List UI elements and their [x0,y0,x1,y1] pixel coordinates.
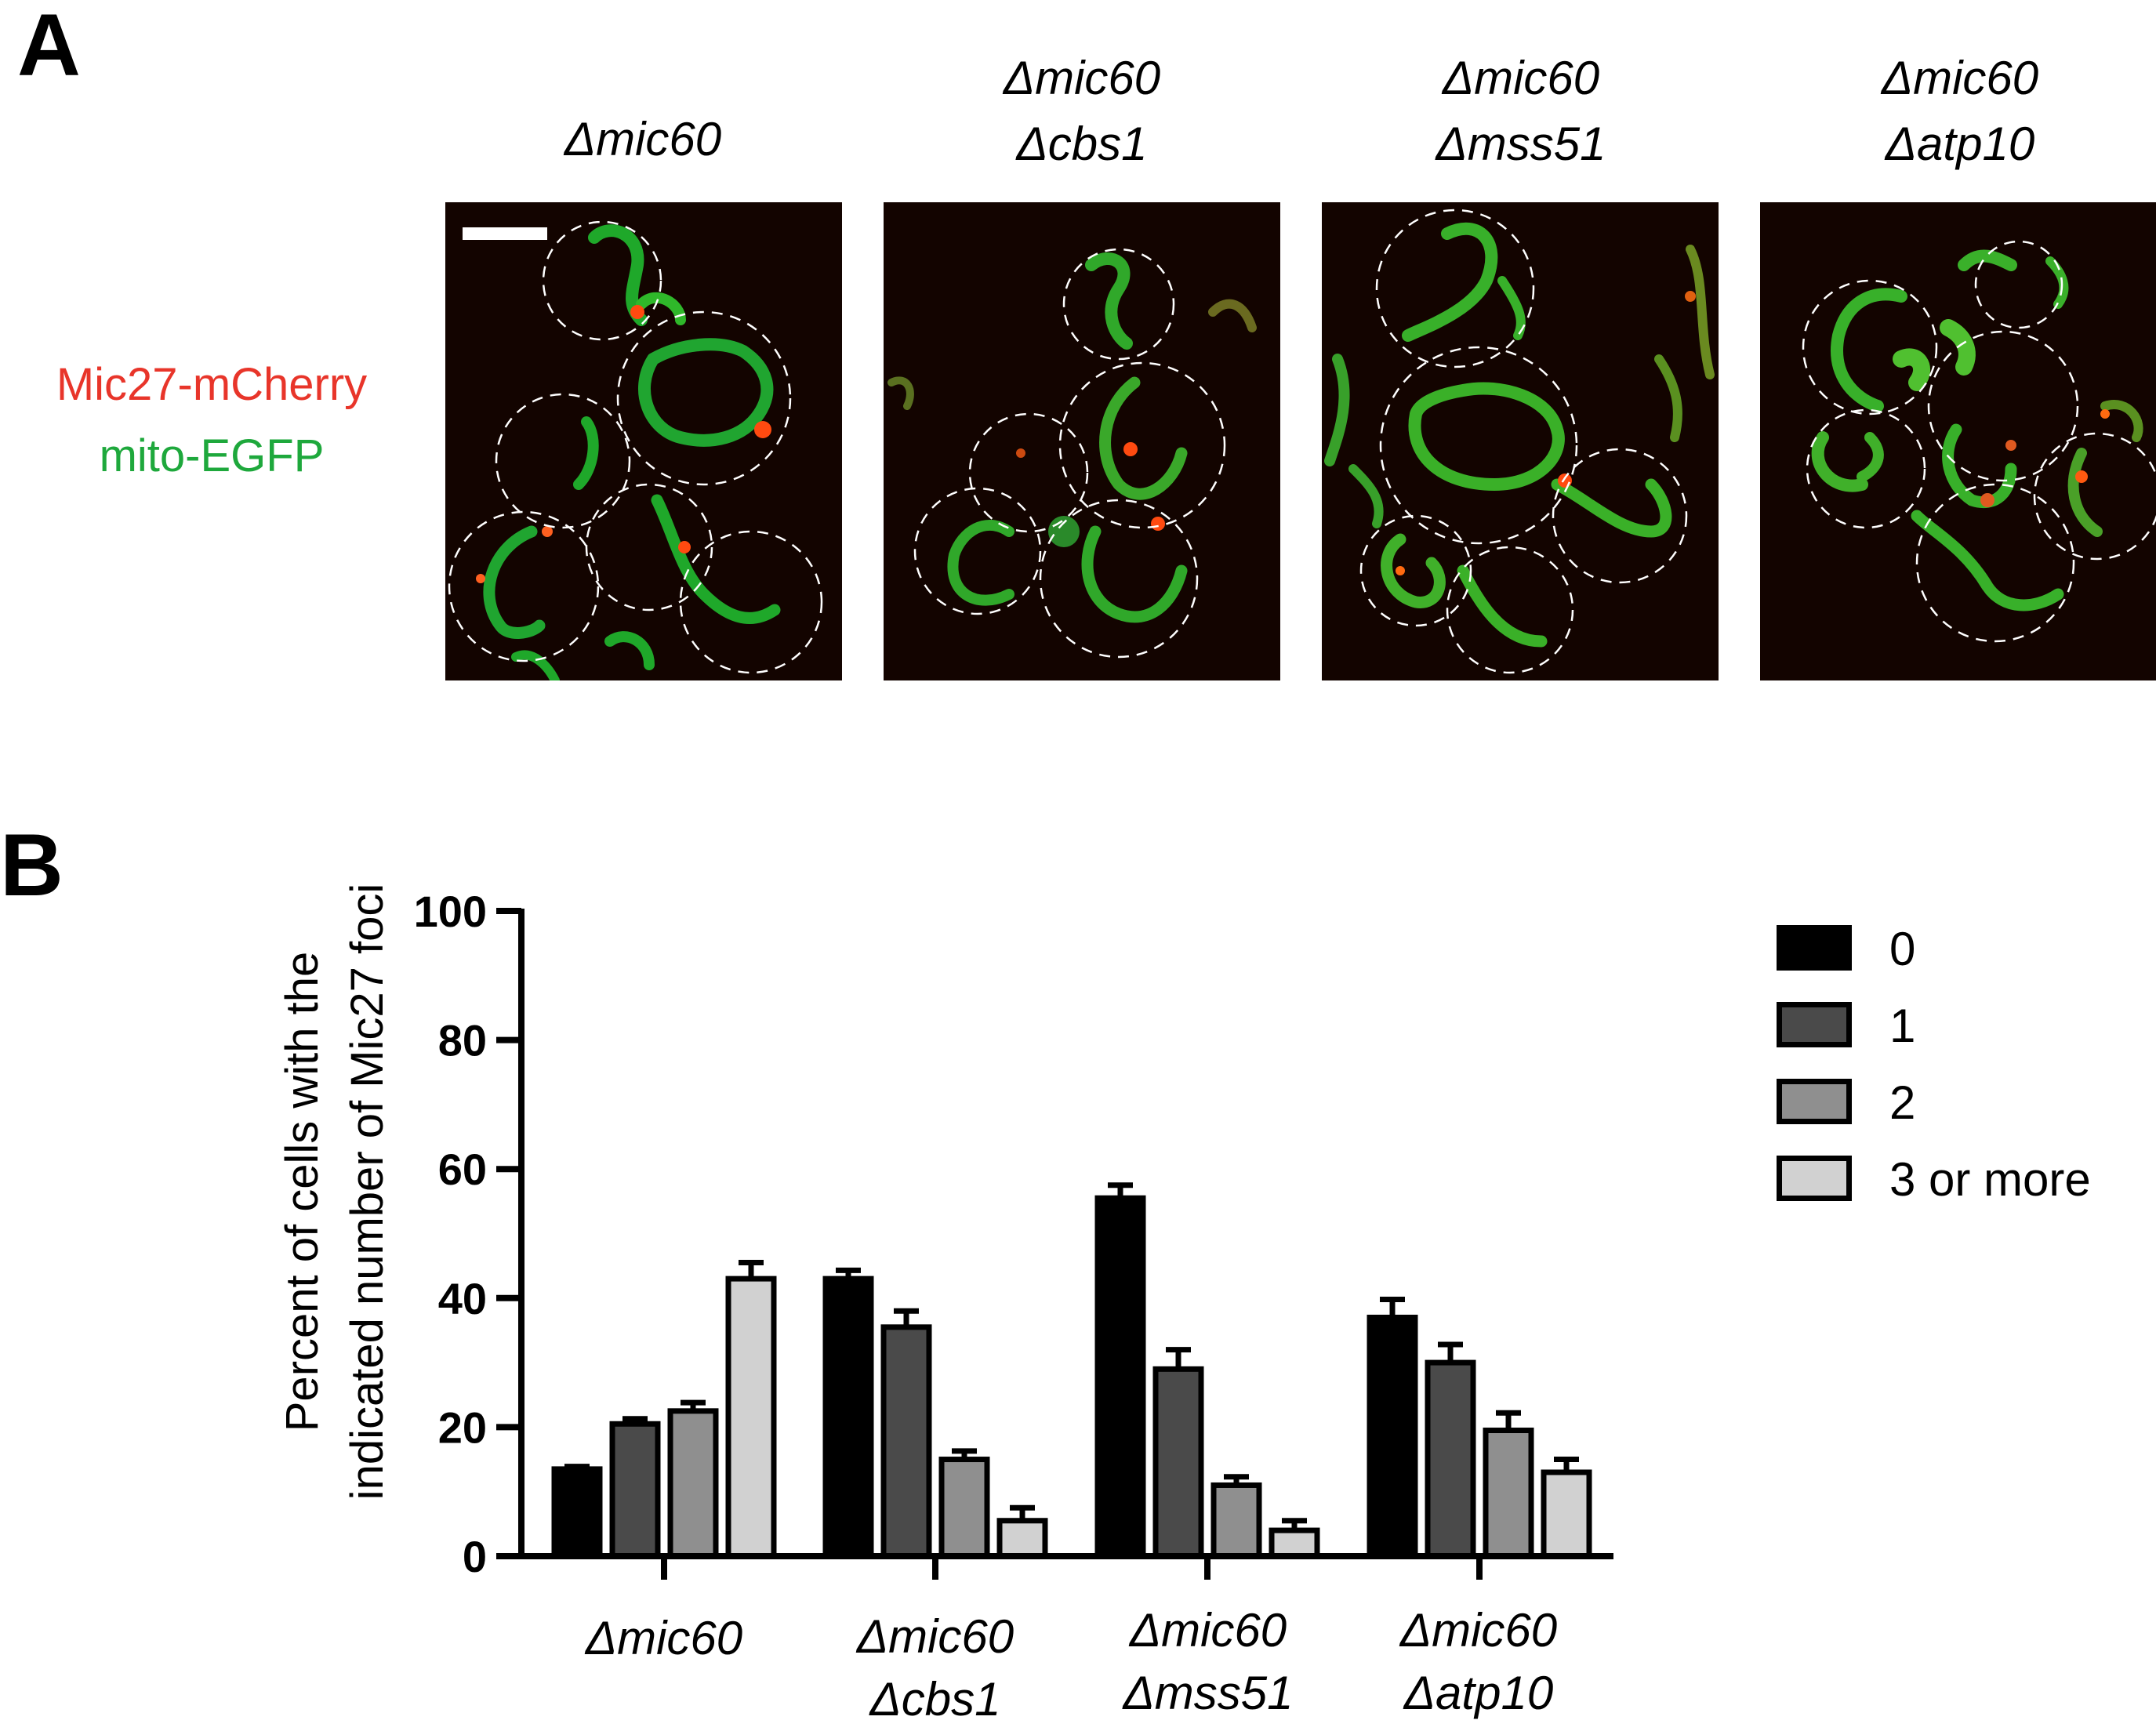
x-category-label-2: Δmic60 Δcbs1 [779,1606,1092,1731]
bar [1425,1359,1476,1559]
micrograph-mic60-cbs1 [884,202,1280,680]
bar [1210,1482,1262,1559]
y-axis-title-line1: Percent of cells with the [277,952,328,1432]
strain-label-4-line1: Δmic60 [1881,52,2039,104]
legend-swatch-3 [1777,1156,1852,1201]
strain-label-4: Δmic60 Δatp10 [1756,45,2156,177]
micrograph-mic60 [445,202,842,680]
strain-label-3-line2: Δmss51 [1436,118,1606,170]
legend-label-2: 2 [1889,1076,1916,1129]
micrograph-mic60-atp10 [1760,202,2156,680]
bar [1541,1469,1592,1559]
bar [1269,1527,1320,1559]
chart-axes: 0 20 40 60 80 100 [414,887,1613,1581]
x-category-label-2-line2: Δcbs1 [869,1673,1001,1726]
x-category-label-1: Δmic60 [507,1607,821,1670]
strain-label-1-line1: Δmic60 [564,113,722,165]
strain-label-2-line2: Δcbs1 [1016,118,1148,170]
strain-label-3: Δmic60 Δmss51 [1317,45,1725,177]
y-axis-title-line2: indicated number of Mic27 foci [342,884,393,1501]
strain-label-2-line1: Δmic60 [1003,52,1161,104]
strain-label-4-line2: Δatp10 [1885,118,2035,170]
y-tick-label: 20 [438,1403,487,1452]
egfp-legend-label: mito-EGFP [99,430,325,481]
x-category-label-4-line1: Δmic60 [1399,1604,1558,1657]
mcherry-legend-label: Mic27-mCherry [56,359,368,410]
bar [1367,1314,1418,1559]
legend-item-2: 2 [1773,1076,2150,1129]
legend-label-1: 1 [1889,1000,1916,1052]
legend-swatch-1 [1777,1002,1852,1047]
bar [551,1466,603,1559]
legend-item-3: 3 or more [1773,1156,2150,1203]
bar [996,1518,1048,1559]
legend-item-1: 1 [1773,1000,2150,1052]
x-category-label-3-line1: Δmic60 [1129,1604,1287,1657]
strain-label-2: Δmic60 Δcbs1 [878,45,1286,177]
y-tick-label: 60 [438,1145,487,1194]
y-tick-label: 80 [438,1016,487,1065]
x-category-label-4-line2: Δatp10 [1403,1667,1554,1719]
strain-label-3-line1: Δmic60 [1442,52,1600,104]
bar [609,1421,661,1559]
bar [822,1276,874,1559]
legend-swatch-2 [1777,1079,1852,1124]
bar [725,1276,777,1559]
legend-label-0: 0 [1889,923,1916,975]
micrograph-mic60-mss51 [1322,202,1719,680]
legend-label-3: 3 or more [1889,1153,2091,1206]
x-category-label-3: Δmic60 Δmss51 [1051,1599,1365,1725]
y-tick-label: 100 [414,887,487,936]
panel-a-letter: A [17,0,81,94]
bar [667,1408,719,1559]
panel-b-letter: B [0,816,64,914]
x-category-label-1-line1: Δmic60 [585,1612,743,1664]
legend-swatch-0 [1777,925,1852,971]
x-category-label-2-line1: Δmic60 [856,1610,1014,1663]
y-tick-label: 40 [438,1274,487,1323]
legend-item-0: 0 [1773,923,2150,975]
bar [1483,1428,1534,1559]
bar [1094,1195,1146,1559]
x-category-label-4: Δmic60 Δatp10 [1322,1599,1635,1725]
bar [880,1324,932,1559]
strain-label-1: Δmic60 [439,107,847,172]
x-category-label-3-line2: Δmss51 [1123,1667,1294,1719]
bar [1152,1366,1204,1559]
y-tick-label: 0 [463,1532,487,1581]
chart-marks [551,1182,1592,1559]
bar [938,1457,990,1559]
